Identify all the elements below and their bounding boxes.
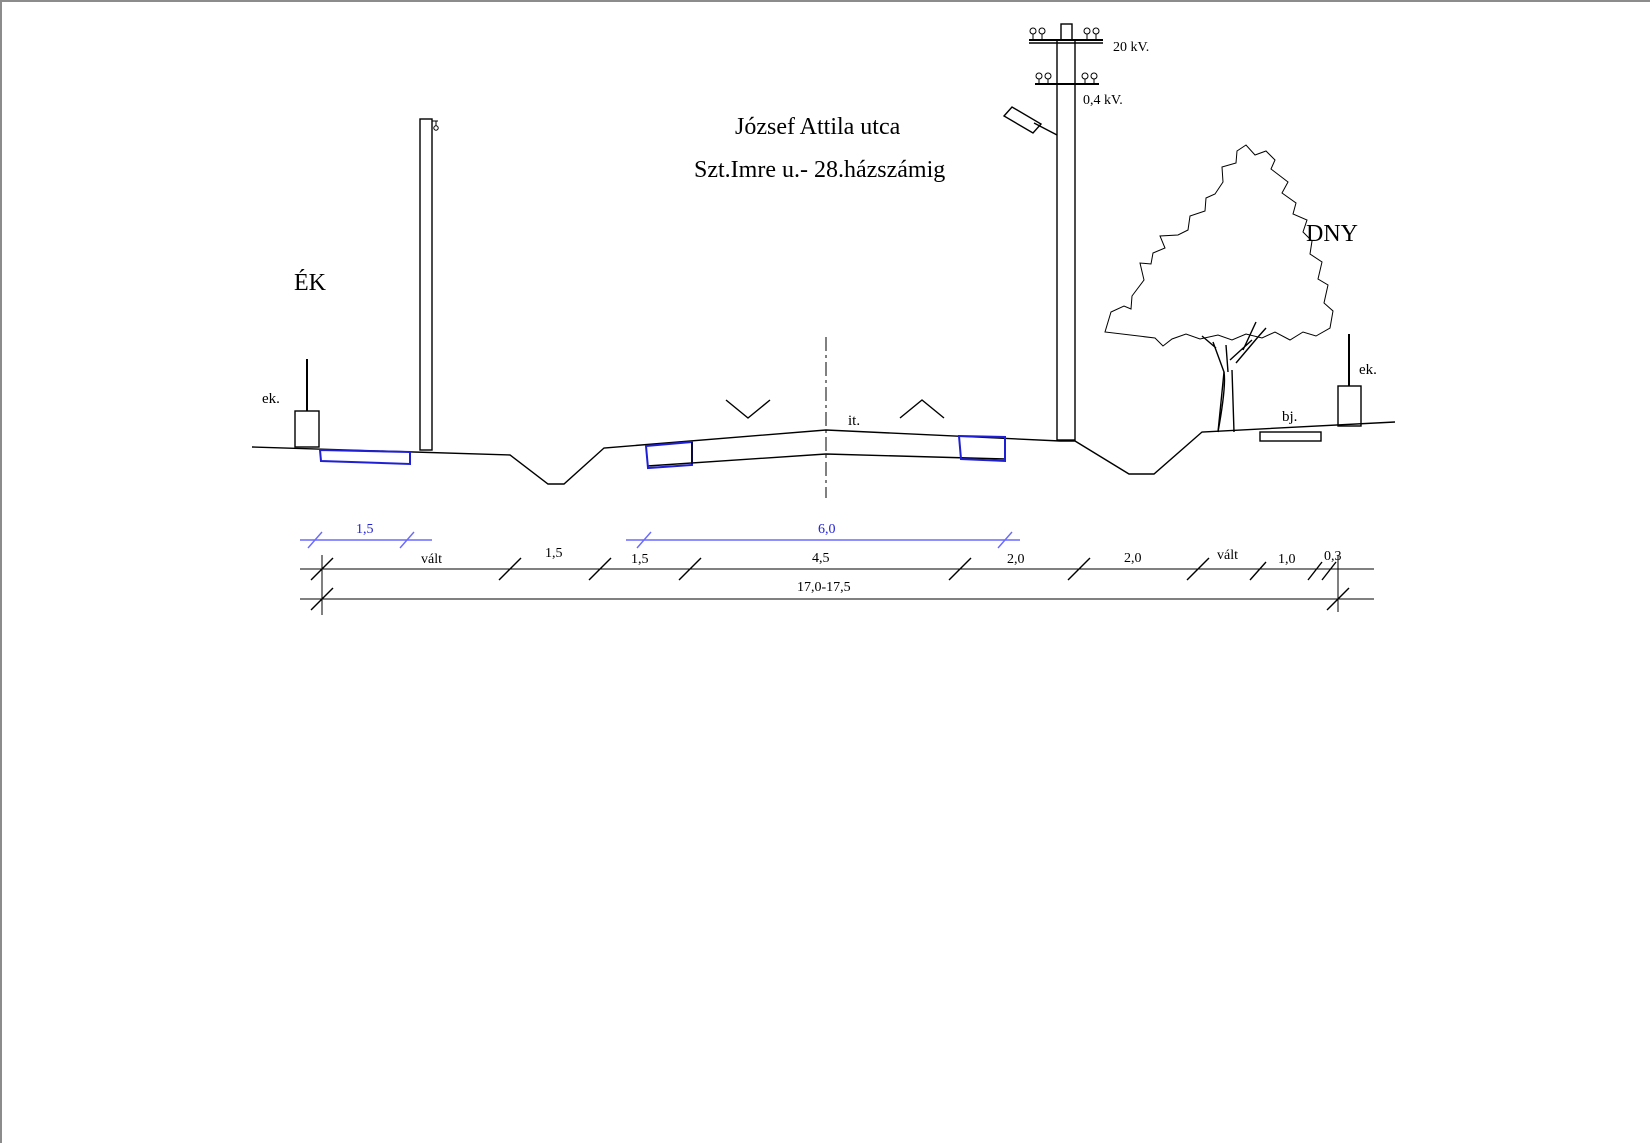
left-lamp-pole <box>419 118 439 451</box>
left-utility-cabinet <box>294 359 320 448</box>
blue-dimensions <box>300 531 1020 549</box>
blue-construction-elements <box>318 434 1006 470</box>
direction-left-label: ÉK <box>294 270 327 296</box>
dim-row1-valt-right: vált <box>1217 548 1238 563</box>
street-subtitle: Szt.Imre u.- 28.házszámig <box>694 157 945 183</box>
dimension-row-total <box>300 555 1374 615</box>
dim-total-width: 17,0-17,5 <box>797 580 851 595</box>
ek-right-label: ek. <box>1359 362 1377 378</box>
dim-row1-edge: 0,3 <box>1324 549 1342 564</box>
dim-row1-shoulder-right: 2,0 <box>1007 552 1025 567</box>
dim-row1-ditch-left: 1,5 <box>545 546 563 561</box>
dim-blue-carriageway: 6,0 <box>818 522 836 537</box>
voltage-04kv-label: 0,4 kV. <box>1083 93 1123 108</box>
crossfall-mark-right <box>899 399 945 419</box>
dim-blue-sidewalk: 1,5 <box>356 522 374 537</box>
dim-row1-sidewalk-right: 1,0 <box>1278 552 1296 567</box>
ek-left-label: ek. <box>262 391 280 407</box>
dimension-row-1 <box>300 555 1374 612</box>
crossfall-mark-left <box>725 399 771 419</box>
direction-right-label: DNY <box>1306 221 1358 247</box>
bj-element <box>1259 431 1322 442</box>
dim-row1-carriageway: 4,5 <box>812 551 830 566</box>
dim-row1-shoulder-left: 1,5 <box>631 552 649 567</box>
street-title: József Attila utca <box>735 114 901 140</box>
tree <box>1104 144 1334 433</box>
power-pole <box>1002 23 1103 441</box>
right-utility-cabinet <box>1337 334 1362 427</box>
dim-row1-valt-left: vált <box>421 552 442 567</box>
ground-profile <box>251 337 1396 498</box>
voltage-20kv-label: 20 kV. <box>1113 40 1149 55</box>
it-label: it. <box>848 413 860 429</box>
right-curb-block <box>957 434 1006 463</box>
bj-label: bj. <box>1282 409 1297 425</box>
left-sidewalk <box>318 448 411 466</box>
left-curb-block <box>644 440 693 470</box>
dim-row1-ditch-right: 2,0 <box>1124 551 1142 566</box>
